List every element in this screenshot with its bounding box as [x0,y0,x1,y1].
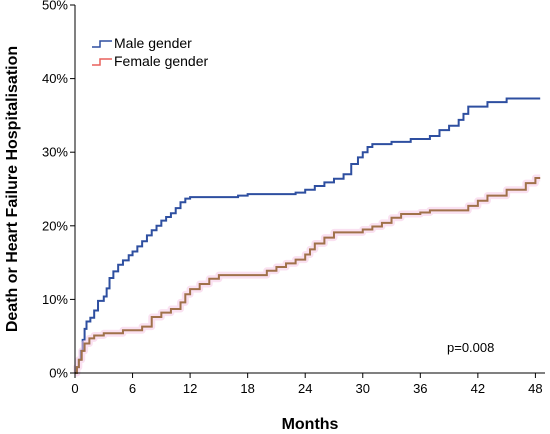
female-gender-line [75,176,541,374]
y-axis-title: Death or Heart Failure Hospitalisation [4,46,21,332]
axes [74,5,545,374]
legend: Male gender Female gender [92,35,209,69]
legend-swatch-male-gender [92,40,112,48]
y-tick-label: 30% [42,145,68,160]
x-tick-label: 42 [471,381,485,396]
y-tick-label: 50% [42,0,68,13]
p-value-annotation: p=0.008 [447,340,494,355]
legend-label-female-gender: Female gender [114,53,209,69]
x-tick-label: 18 [240,381,254,396]
y-tick-label: 10% [42,292,68,307]
x-tick-label: 12 [183,381,197,396]
male-gender-line [75,97,541,374]
y-tick-label: 0% [49,366,68,381]
series-layer [73,97,541,377]
x-tick-label: 36 [413,381,427,396]
x-tick-label: 24 [298,381,312,396]
legend-swatch-female-gender [92,58,112,66]
legend-label-male-gender: Male gender [114,35,192,51]
y-tick-label: 40% [42,71,68,86]
tick-layer: 0% 10% 20% 30% 40% 50% 0 6 12 18 24 30 36 42 48 [42,0,543,396]
x-axis-title: Months [282,416,339,433]
y-tick-label: 20% [42,218,68,233]
x-tick-label: 0 [71,381,78,396]
x-tick-label: 48 [528,381,542,396]
x-tick-label: 30 [356,381,370,396]
x-tick-label: 6 [129,381,136,396]
